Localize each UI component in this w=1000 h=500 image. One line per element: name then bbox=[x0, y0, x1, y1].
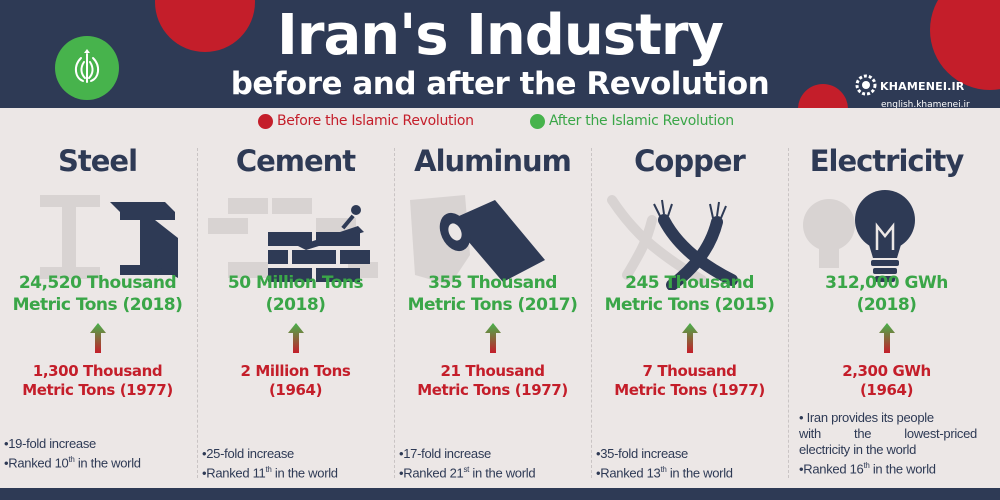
red-dot-icon bbox=[258, 113, 273, 129]
legend-before: Before the Islamic Revolution bbox=[258, 112, 474, 130]
header-banner: Iran's Industry before and after the Rev… bbox=[0, 0, 1000, 108]
industry-card-aluminum: Aluminum 355 Thousand Metric Tons (2017)… bbox=[395, 140, 590, 485]
before-value: 2,300 GWh (1964) bbox=[789, 362, 984, 400]
increase-arrow-icon bbox=[287, 323, 304, 353]
increase-arrow-icon bbox=[89, 323, 106, 353]
after-value: 355 Thousand Metric Tons (2017) bbox=[395, 272, 590, 316]
industry-notes: •17-fold increase •Ranked 21st in the wo… bbox=[399, 446, 589, 481]
note-increase: •35-fold increase bbox=[596, 446, 688, 461]
legend-after-label: After the Islamic Revolution bbox=[549, 113, 734, 129]
industry-notes: •19-fold increase •Ranked 10th in the wo… bbox=[4, 436, 194, 471]
after-value-line1: 245 Thousand bbox=[625, 273, 754, 293]
after-value: 312,000 GWh (2018) bbox=[789, 272, 984, 316]
note-price-line3: electricity in the world bbox=[799, 442, 917, 457]
after-value-line1: 50 Million Tons bbox=[227, 273, 364, 293]
after-value-line2: (2018) bbox=[265, 295, 326, 315]
before-value-line1: 2,300 GWh bbox=[842, 362, 931, 380]
note-rank: •Ranked 13th in the world bbox=[596, 465, 733, 481]
industry-notes: • Iran provides its people with the lowe… bbox=[799, 410, 977, 477]
note-price-line1: • Iran provides its people bbox=[799, 410, 934, 425]
before-value-line2: (1964) bbox=[859, 381, 914, 399]
note-rank: •Ranked 21st in the world bbox=[399, 465, 536, 481]
note-increase: •17-fold increase bbox=[399, 446, 491, 461]
industry-notes: •35-fold increase •Ranked 13th in the wo… bbox=[596, 446, 786, 481]
column-divider bbox=[591, 148, 592, 478]
industry-name: Aluminum bbox=[414, 144, 572, 178]
after-value-line2: Metric Tons (2018) bbox=[12, 295, 183, 315]
khamenei-logo-icon bbox=[855, 74, 877, 99]
page-subtitle: before and after the Revolution bbox=[230, 66, 770, 102]
industry-card-electricity: Electricity 312,000 GWh (2018) 2,300 GWh… bbox=[789, 140, 984, 485]
increase-arrow-icon bbox=[484, 323, 501, 353]
industry-notes: •25-fold increase •Ranked 11th in the wo… bbox=[202, 446, 392, 481]
light-bulb-icon bbox=[803, 190, 915, 282]
iran-emblem-icon bbox=[55, 36, 119, 100]
industry-card-steel: Steel 24,520 Thousand Metric Tons (2018)… bbox=[0, 140, 195, 485]
increase-arrow-icon bbox=[681, 323, 698, 353]
brand-logo[interactable]: KHAMENEI.IR english.khamenei.ir bbox=[855, 74, 970, 108]
after-value: 50 Million Tons (2018) bbox=[198, 272, 393, 316]
column-divider bbox=[197, 148, 198, 478]
before-value-line2: Metric Tons (1977) bbox=[22, 381, 173, 399]
before-value: 7 Thousand Metric Tons (1977) bbox=[592, 362, 787, 400]
after-value-line2: Metric Tons (2017) bbox=[407, 295, 578, 315]
brick-trowel-icon bbox=[208, 198, 378, 282]
after-value-line2: (2018) bbox=[856, 295, 917, 315]
before-value-line1: 1,300 Thousand bbox=[32, 362, 163, 380]
increase-arrow-icon bbox=[878, 323, 895, 353]
aluminum-roll-icon bbox=[410, 195, 545, 285]
before-value-line1: 2 Million Tons bbox=[240, 362, 351, 380]
steel-beam-icon bbox=[40, 195, 178, 279]
note-rank: •Ranked 10th in the world bbox=[4, 455, 141, 471]
after-value: 24,520 Thousand Metric Tons (2018) bbox=[0, 272, 195, 316]
note-price-line2: with the lowest-priced bbox=[799, 426, 977, 441]
brand-name: KHAMENEI.IR bbox=[880, 80, 965, 93]
before-value: 2 Million Tons (1964) bbox=[198, 362, 393, 400]
before-value-line1: 7 Thousand bbox=[642, 362, 737, 380]
before-value-line2: Metric Tons (1977) bbox=[614, 381, 765, 399]
column-divider bbox=[788, 148, 789, 478]
legend-after: After the Islamic Revolution bbox=[530, 112, 734, 130]
note-increase: •19-fold increase bbox=[4, 436, 96, 451]
footer-bar bbox=[0, 488, 1000, 500]
note-rank: •Ranked 11th in the world bbox=[202, 465, 338, 481]
note-increase: •25-fold increase bbox=[202, 446, 294, 461]
industry-name: Steel bbox=[57, 144, 138, 178]
column-divider bbox=[394, 148, 395, 478]
before-value: 1,300 Thousand Metric Tons (1977) bbox=[0, 362, 195, 400]
before-value-line2: (1964) bbox=[268, 381, 323, 399]
before-value-line2: Metric Tons (1977) bbox=[417, 381, 568, 399]
after-value-line1: 24,520 Thousand bbox=[18, 273, 177, 293]
industry-name: Electricity bbox=[809, 144, 965, 178]
industry-card-cement: Cement 50 Million Tons (2018) 2 Million … bbox=[198, 140, 393, 485]
after-value: 245 Thousand Metric Tons (2015) bbox=[592, 272, 787, 316]
content-panel bbox=[0, 108, 1000, 488]
brand-url[interactable]: english.khamenei.ir bbox=[881, 100, 970, 108]
green-dot-icon bbox=[530, 113, 545, 129]
industry-card-copper: Copper 245 Thousand Metric Tons (2015) 7… bbox=[592, 140, 787, 485]
note-rank: •Ranked 16th in the world bbox=[799, 461, 936, 477]
after-value-line1: 355 Thousand bbox=[428, 273, 557, 293]
after-value-line1: 312,000 GWh bbox=[825, 273, 948, 293]
before-value: 21 Thousand Metric Tons (1977) bbox=[395, 362, 590, 400]
page-title: Iran's Industry bbox=[277, 3, 724, 68]
after-value-line2: Metric Tons (2015) bbox=[604, 295, 775, 315]
before-value-line1: 21 Thousand bbox=[440, 362, 545, 380]
legend-before-label: Before the Islamic Revolution bbox=[277, 113, 474, 129]
copper-wire-icon bbox=[607, 195, 738, 290]
industry-name: Copper bbox=[634, 144, 746, 178]
industry-name: Cement bbox=[235, 144, 356, 178]
